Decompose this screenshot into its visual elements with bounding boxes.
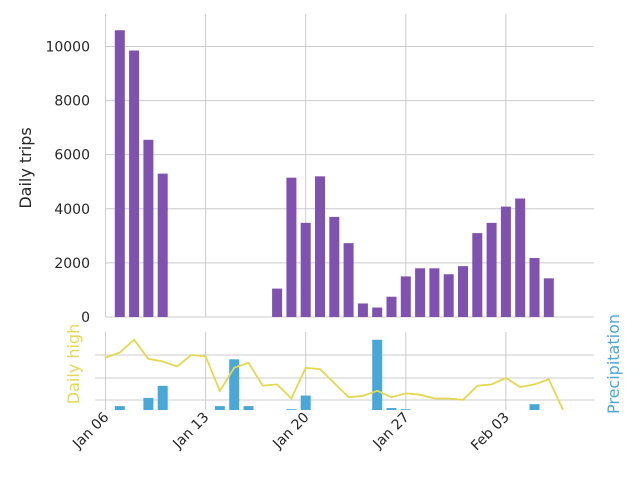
- trips-bar: [500, 206, 511, 317]
- trips-bar: [114, 30, 125, 317]
- x-tick-label: Jan 13: [169, 410, 212, 453]
- trips-bar: [357, 303, 368, 317]
- y-axis-title-precipitation: Precipitation: [604, 314, 623, 414]
- precipitation-bar: [229, 359, 240, 410]
- trips-y-tick-label: 8000: [54, 94, 90, 110]
- trips-panel: 0 2000 4000 6000 8000 10000 Daily trips: [16, 14, 594, 326]
- weather-panel: Daily high Precipitation: [64, 314, 623, 414]
- x-tick-label: Jan 20: [269, 410, 312, 453]
- trips-bar: [472, 233, 483, 317]
- trips-bar: [429, 268, 440, 317]
- trips-bar: [443, 274, 454, 317]
- trips-y-tick-label: 4000: [54, 202, 90, 218]
- trips-bar: [458, 266, 468, 317]
- trips-bar: [515, 198, 526, 317]
- daily-high-line: [105, 338, 564, 411]
- y-axis-title-trips: Daily trips: [16, 127, 35, 208]
- trips-bar: [400, 276, 411, 317]
- precipitation-bar: [243, 406, 254, 410]
- trips-bar: [486, 222, 497, 317]
- trips-y-tick-label: 6000: [54, 148, 90, 164]
- y-axis-title-daily-high: Daily high: [64, 324, 83, 404]
- trips-bar: [372, 307, 383, 317]
- precipitation-bar: [372, 339, 383, 410]
- x-tick-label: Feb 03: [468, 410, 513, 455]
- precipitation-bar: [386, 408, 397, 410]
- x-tick-label: Jan 27: [370, 410, 413, 453]
- precipitation-bar: [114, 406, 125, 410]
- trips-bar: [157, 173, 168, 317]
- trips-bar: [300, 222, 311, 317]
- precipitation-bar: [400, 409, 411, 410]
- trips-bar: [343, 243, 354, 317]
- precipitation-bar: [157, 385, 168, 410]
- trips-bar: [415, 268, 426, 317]
- trips-y-tick-label: 10000: [45, 39, 90, 55]
- trips-bar: [543, 278, 554, 317]
- precipitation-bar: [143, 397, 154, 410]
- trips-y-tick-label: 2000: [54, 256, 90, 272]
- precipitation-bar: [214, 406, 225, 410]
- precipitation-bar: [300, 395, 311, 410]
- trips-y-tick-label: 0: [81, 310, 90, 326]
- trips-bar: [272, 288, 283, 317]
- trips-bar: [529, 258, 540, 317]
- trips-bar: [315, 176, 325, 317]
- trips-bar: [143, 139, 154, 317]
- x-tick-label: Jan 06: [69, 409, 112, 452]
- precipitation-bar: [529, 404, 540, 410]
- trips-bar: [129, 50, 140, 318]
- precipitation-bar: [286, 409, 297, 410]
- trips-bar: [386, 296, 397, 317]
- trips-bar: [286, 177, 297, 317]
- trips-bar: [329, 216, 340, 317]
